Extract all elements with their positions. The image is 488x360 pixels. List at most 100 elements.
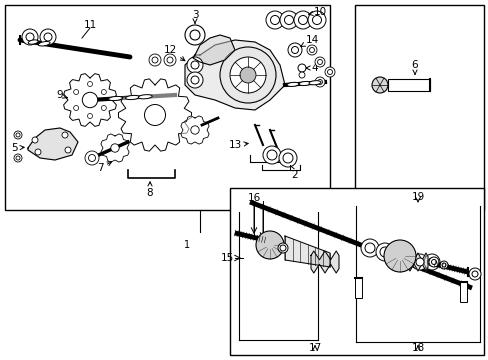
Circle shape: [309, 48, 314, 53]
Polygon shape: [310, 251, 338, 273]
Circle shape: [186, 57, 203, 73]
Circle shape: [184, 25, 204, 45]
Circle shape: [186, 72, 203, 88]
Text: 9: 9: [57, 90, 67, 100]
Ellipse shape: [125, 95, 139, 100]
Text: 2: 2: [290, 166, 298, 180]
Text: 11: 11: [83, 20, 97, 30]
Ellipse shape: [138, 95, 152, 99]
Circle shape: [439, 261, 447, 269]
Polygon shape: [28, 128, 78, 160]
Circle shape: [82, 92, 98, 108]
Circle shape: [270, 15, 279, 24]
Circle shape: [16, 133, 20, 137]
Circle shape: [74, 90, 79, 95]
Circle shape: [265, 11, 284, 29]
Polygon shape: [63, 73, 116, 126]
Circle shape: [144, 104, 165, 126]
Polygon shape: [285, 236, 329, 267]
Ellipse shape: [298, 81, 310, 86]
Circle shape: [190, 30, 200, 40]
Circle shape: [468, 268, 480, 280]
Bar: [354, 278, 361, 298]
Ellipse shape: [286, 82, 298, 86]
Circle shape: [371, 77, 387, 93]
Text: 1: 1: [183, 240, 190, 250]
Circle shape: [383, 240, 415, 272]
Circle shape: [32, 137, 38, 143]
Text: 10: 10: [308, 7, 326, 17]
Circle shape: [314, 57, 325, 67]
Circle shape: [35, 149, 41, 155]
Bar: [5, 5, 329, 210]
Polygon shape: [181, 116, 209, 144]
Circle shape: [297, 64, 305, 72]
Circle shape: [441, 263, 445, 267]
Circle shape: [16, 156, 20, 160]
Circle shape: [14, 131, 22, 139]
Circle shape: [149, 54, 161, 66]
Circle shape: [279, 149, 296, 167]
Polygon shape: [193, 35, 235, 65]
Circle shape: [266, 150, 276, 160]
Circle shape: [88, 154, 95, 162]
Circle shape: [428, 257, 438, 267]
Circle shape: [291, 46, 298, 54]
Text: 17: 17: [308, 343, 321, 353]
Text: 8: 8: [146, 182, 153, 198]
Circle shape: [240, 67, 256, 83]
Ellipse shape: [308, 81, 320, 85]
Bar: [229, 188, 483, 355]
Circle shape: [298, 15, 307, 24]
Circle shape: [101, 105, 106, 111]
Circle shape: [415, 258, 423, 266]
Circle shape: [111, 144, 119, 152]
Circle shape: [87, 113, 92, 118]
Polygon shape: [407, 253, 427, 271]
Circle shape: [229, 57, 265, 93]
Circle shape: [26, 33, 34, 41]
Circle shape: [312, 15, 321, 24]
Text: 7: 7: [97, 162, 111, 173]
Circle shape: [314, 77, 325, 87]
Circle shape: [325, 67, 334, 77]
Circle shape: [85, 151, 99, 165]
Circle shape: [87, 81, 92, 86]
Circle shape: [375, 243, 393, 261]
Circle shape: [327, 69, 332, 75]
Circle shape: [293, 11, 311, 29]
Circle shape: [256, 231, 284, 259]
Text: 5: 5: [12, 143, 24, 153]
Text: 6: 6: [411, 60, 417, 75]
Circle shape: [74, 105, 79, 111]
Circle shape: [423, 254, 439, 270]
Text: 3: 3: [191, 10, 198, 23]
Circle shape: [306, 45, 316, 55]
Circle shape: [190, 126, 199, 134]
Circle shape: [360, 239, 378, 257]
Circle shape: [287, 43, 302, 57]
Text: 18: 18: [410, 343, 424, 353]
Circle shape: [14, 154, 22, 162]
Circle shape: [283, 153, 292, 163]
Circle shape: [364, 243, 374, 253]
Polygon shape: [101, 134, 129, 162]
Circle shape: [62, 132, 68, 138]
Ellipse shape: [108, 96, 122, 100]
Circle shape: [191, 76, 199, 84]
Circle shape: [379, 247, 389, 257]
Circle shape: [152, 57, 158, 63]
Circle shape: [22, 29, 38, 45]
Circle shape: [278, 243, 287, 253]
Polygon shape: [118, 79, 191, 151]
Circle shape: [163, 54, 176, 66]
Circle shape: [263, 146, 281, 164]
Circle shape: [101, 90, 106, 95]
Circle shape: [44, 33, 52, 41]
Text: 16: 16: [247, 193, 260, 203]
Bar: [387, 79, 429, 91]
Circle shape: [430, 260, 436, 265]
Circle shape: [280, 11, 297, 29]
Circle shape: [317, 59, 322, 64]
Circle shape: [167, 57, 173, 63]
